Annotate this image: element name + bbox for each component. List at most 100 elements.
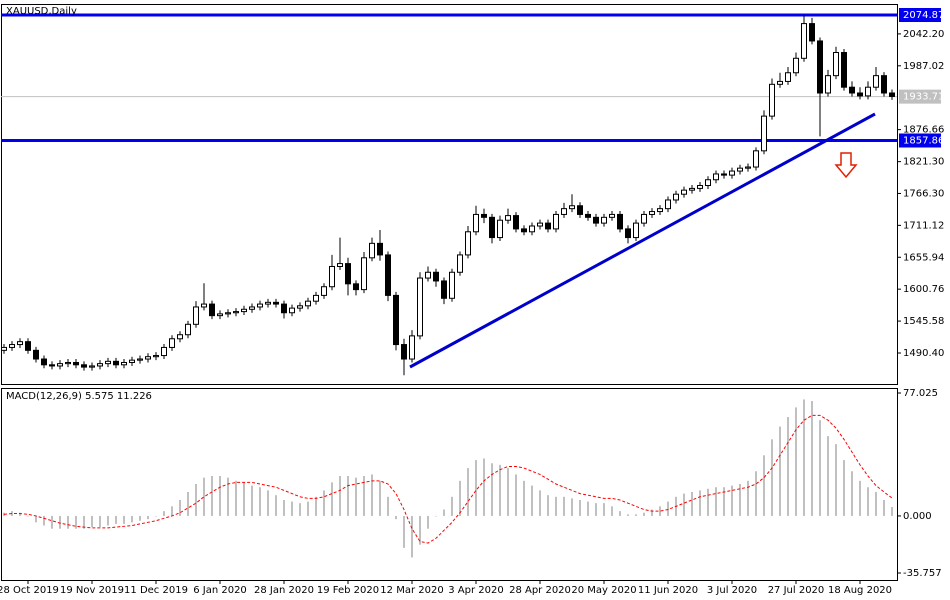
macd-bar [811, 401, 813, 516]
candle-body [609, 213, 615, 218]
macd-bar [651, 509, 653, 516]
macd-bar [339, 476, 341, 516]
macd-bar [155, 515, 157, 517]
macd-bar [371, 474, 373, 516]
candle-body [473, 213, 479, 233]
price-pane [1, 4, 898, 385]
macd-bar [419, 515, 421, 545]
candle-body [393, 294, 399, 346]
y-tick-label: -35.757 [903, 568, 942, 579]
macd-bar [483, 458, 485, 516]
candle-body [577, 205, 583, 215]
y-tick-label: 1655.94 [903, 252, 944, 263]
macd-bar [331, 482, 333, 516]
macd-bar [115, 515, 117, 524]
candle-body [601, 216, 607, 224]
macd-bar [515, 474, 517, 516]
macd-bar [219, 476, 221, 516]
macd-bar [267, 490, 269, 516]
macd-bar [187, 491, 189, 516]
down-arrow [834, 152, 858, 179]
plot-layer: 2042.20 1987.02 1876.66 1821.30 1766.30 1711.… [0, 7, 944, 596]
macd-bar [59, 515, 61, 529]
macd-bar [299, 503, 301, 516]
macd-bar [235, 480, 237, 516]
current-price-label: 1933.71 [903, 92, 944, 103]
y-tick-label: 1711.12 [903, 220, 944, 231]
candle-body [641, 213, 647, 224]
candle-body [825, 75, 831, 94]
macd-bar [83, 515, 85, 529]
candle-body [705, 179, 711, 187]
macd-bar [795, 407, 797, 516]
macd-bar [75, 515, 77, 529]
candle-body [673, 193, 679, 201]
trend-line [409, 112, 876, 369]
macd-bar [307, 501, 309, 516]
y-tick-label: 77.025 [903, 388, 938, 399]
candle-body [593, 216, 599, 224]
macd-bar [363, 476, 365, 516]
candle-body [57, 363, 63, 367]
y-tick-label: 0.000 [903, 511, 932, 522]
macd-bar [851, 471, 853, 516]
macd-bar [867, 487, 869, 516]
macd-bar [275, 495, 277, 516]
x-tick-label: 6 Jan 2020 [193, 585, 247, 596]
candle-body [841, 52, 847, 88]
candle-body [145, 356, 151, 360]
x-tick-label: 28 Oct 2019 [0, 585, 59, 596]
macd-bar [427, 515, 429, 529]
level-label: 2074.87 [903, 10, 944, 21]
candle-body [345, 263, 351, 285]
macd-bar [139, 515, 141, 521]
candle-body [49, 364, 55, 367]
candle-body [689, 187, 695, 191]
candle-body [265, 301, 271, 305]
macd-bar [291, 501, 293, 516]
macd-bar [171, 506, 173, 516]
candle-body [185, 323, 191, 336]
candle-body [321, 286, 327, 296]
y-tick-label: 1987.02 [903, 61, 944, 72]
x-tick-label: 11 Jun 2020 [638, 585, 698, 596]
macd-bar [467, 468, 469, 516]
candle-body [97, 363, 103, 367]
macd-bar [227, 477, 229, 516]
candle-body [697, 185, 703, 189]
macd-bar [315, 496, 317, 516]
candle-body [657, 208, 663, 213]
y-tick-label: 1600.76 [903, 284, 944, 295]
macd-bar [587, 501, 589, 516]
macd-bar [147, 515, 149, 520]
candle-body [81, 364, 87, 368]
macd-bar [43, 515, 45, 526]
candle-body [745, 166, 751, 169]
candle-body [121, 361, 127, 366]
candle-body [529, 225, 535, 233]
candle-body [305, 300, 311, 307]
candle-body [489, 216, 495, 239]
macd-bar [691, 491, 693, 516]
macd-bar [627, 514, 629, 516]
candle-body [561, 208, 567, 215]
candle-body [761, 115, 767, 152]
macd-bar [555, 496, 557, 516]
macd-bar [539, 490, 541, 516]
macd-bar [475, 460, 477, 516]
macd-bar [835, 444, 837, 516]
macd-bar [35, 515, 37, 523]
x-tick-label: 12 Mar 2020 [380, 585, 443, 596]
macd-bar [27, 515, 29, 517]
candle-body [129, 359, 135, 363]
macd-bar [883, 499, 885, 516]
candle-body [169, 338, 175, 348]
macd-bar [387, 496, 389, 516]
candle-body [801, 23, 807, 59]
x-tick-label: 27 Jul 2020 [768, 585, 825, 596]
candle-body [113, 360, 119, 366]
candle-body [849, 86, 855, 94]
macd-bar [123, 515, 125, 524]
y-tick-label: 1545.58 [903, 316, 944, 327]
x-tick-label: 18 Aug 2020 [828, 585, 892, 596]
